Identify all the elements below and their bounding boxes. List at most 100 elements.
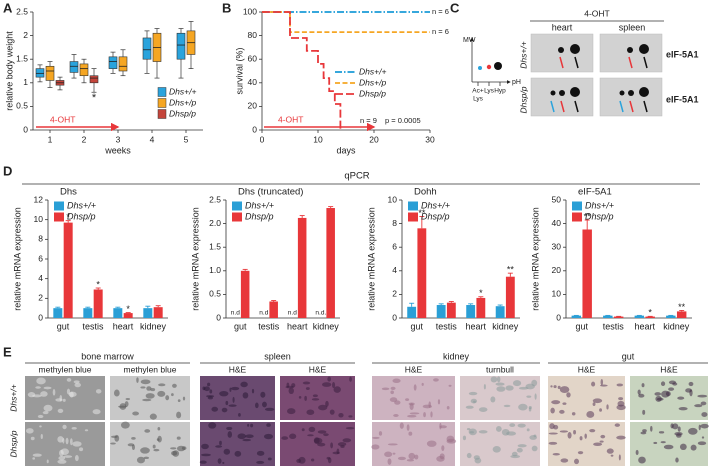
histology-texture (211, 406, 219, 412)
histology-texture (437, 399, 441, 405)
y-tick-label: 20 (248, 101, 258, 111)
histology-image (110, 422, 190, 466)
histology-texture (307, 434, 314, 437)
histology-texture (697, 394, 708, 398)
histology-texture (222, 461, 225, 465)
gel-spot (639, 44, 649, 54)
histology-texture (478, 430, 488, 434)
histology-texture (430, 411, 433, 418)
stain-label: H&E (309, 364, 327, 374)
histology-texture (256, 460, 265, 464)
bar (446, 302, 456, 318)
spot-sublabel: Lys (473, 96, 484, 103)
histology-texture (245, 434, 254, 439)
stain-label: H&E (660, 364, 678, 374)
histology-texture (140, 386, 146, 389)
histology-texture (678, 407, 688, 411)
panel-label: E (3, 344, 12, 359)
bar (417, 228, 427, 318)
histology-texture (327, 376, 331, 382)
histology-texture (700, 401, 707, 406)
histology-texture (182, 396, 186, 401)
gel-column: heart (552, 22, 573, 32)
histology-texture (675, 457, 679, 463)
histology-texture (599, 408, 602, 412)
histology-texture (577, 451, 584, 455)
treatment-label: 4-OHT (50, 114, 76, 124)
histology-texture (143, 456, 150, 460)
histology-texture (221, 407, 228, 413)
histology-texture (550, 385, 553, 388)
histology-texture (71, 427, 77, 430)
stain-label: H&E (229, 364, 247, 374)
y-tick-label: 2.5 (209, 194, 221, 204)
x-tick-label: 30 (425, 134, 435, 144)
y-tick-label: 8 (38, 234, 43, 244)
histology-texture (606, 404, 609, 410)
histology-texture (559, 386, 570, 393)
gel-spot (558, 47, 564, 53)
y-tick-label: 20 (552, 265, 562, 275)
histology-texture (526, 428, 530, 432)
schematic-x-label: pH (512, 79, 521, 86)
histology-texture (287, 408, 296, 415)
histology-texture (301, 428, 305, 432)
value-label: n.d (288, 310, 297, 317)
histology-texture (208, 422, 217, 429)
histology-texture (553, 424, 559, 430)
y-tick-label: 6 (38, 253, 43, 263)
gel-row: Dhs+/+ (518, 41, 528, 68)
y-tick-label: 2.5 (16, 6, 28, 16)
y-tick-label: 2 (23, 30, 28, 40)
histology-texture (338, 412, 344, 418)
histology-texture (172, 383, 177, 388)
legend-swatch (232, 212, 242, 222)
histology-texture (304, 395, 307, 401)
histology-texture (616, 435, 626, 440)
gel-column: spleen (619, 22, 646, 32)
histology-texture (557, 385, 561, 390)
histology-texture (149, 413, 157, 420)
survival-line (262, 11, 342, 130)
histology-texture (140, 379, 151, 385)
bar (666, 315, 676, 318)
histology-texture (566, 392, 571, 398)
histology-texture (342, 438, 352, 443)
significance: ** (584, 211, 592, 221)
legend-label: Dhsp/p (421, 211, 450, 221)
histology-texture (63, 455, 73, 458)
histology-texture (408, 452, 416, 460)
histology-texture (571, 412, 576, 416)
histology-texture (421, 382, 424, 386)
histology-texture (408, 402, 415, 406)
histology-texture (142, 398, 152, 402)
x-tick-label: testis (258, 321, 280, 331)
x-tick-label: 0 (260, 134, 265, 144)
histology-image (200, 422, 275, 466)
bar (83, 308, 93, 318)
histology-texture (136, 377, 139, 383)
histology-texture (206, 395, 215, 398)
histology-texture (171, 393, 174, 397)
y-axis-label: relative mRNA expression (530, 207, 540, 311)
histology-texture (640, 431, 647, 435)
y-tick-label: 1.5 (209, 241, 221, 251)
histology-texture (310, 458, 315, 462)
histology-texture (323, 433, 329, 437)
histology-texture (579, 436, 583, 441)
x-tick-label: gut (57, 321, 70, 331)
histology-texture (501, 428, 510, 436)
box (35, 68, 45, 78)
y-tick-label: 6 (392, 241, 397, 251)
histology-texture (592, 402, 596, 406)
y-tick-label: 0 (38, 312, 43, 322)
histology-texture (393, 414, 399, 417)
histology-texture (584, 433, 587, 439)
histology-texture (474, 457, 482, 464)
y-tick-label: 0.5 (16, 101, 28, 111)
histology-texture (436, 455, 445, 462)
histology-texture (157, 390, 166, 397)
histology-texture (207, 382, 211, 387)
histology-texture (618, 454, 621, 461)
histology-texture (332, 451, 341, 455)
